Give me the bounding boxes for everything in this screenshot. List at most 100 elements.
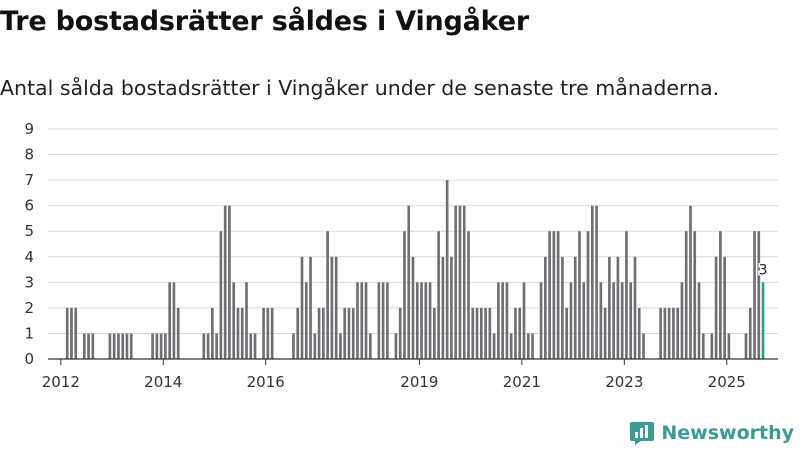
bar bbox=[723, 256, 726, 359]
bar bbox=[667, 307, 671, 359]
bar bbox=[215, 333, 218, 359]
bar bbox=[714, 256, 718, 359]
chart-subtitle: Antal sålda bostadsrätter i Vingåker und… bbox=[0, 76, 720, 100]
bar bbox=[398, 307, 402, 359]
x-tick-label: 2023 bbox=[605, 373, 643, 391]
bar bbox=[441, 256, 445, 359]
bar bbox=[608, 256, 611, 359]
bar bbox=[232, 282, 236, 359]
bar bbox=[322, 307, 325, 359]
bar bbox=[121, 333, 125, 359]
bar bbox=[578, 231, 581, 359]
bar bbox=[548, 231, 551, 359]
y-tick-label: 0 bbox=[24, 350, 34, 368]
bar bbox=[125, 333, 129, 359]
bar bbox=[309, 256, 312, 359]
bar bbox=[663, 307, 667, 359]
bar bbox=[415, 282, 419, 359]
bar bbox=[556, 231, 560, 359]
bar bbox=[753, 231, 756, 359]
bar bbox=[219, 231, 223, 359]
bar bbox=[475, 307, 479, 359]
bar bbox=[445, 180, 449, 359]
bar bbox=[462, 205, 466, 359]
y-tick-label: 3 bbox=[24, 273, 34, 291]
bar bbox=[407, 205, 411, 359]
bar bbox=[360, 282, 364, 359]
bar bbox=[351, 307, 355, 359]
highlight-data-label: 3 bbox=[759, 262, 768, 278]
bar bbox=[368, 333, 372, 359]
bar bbox=[582, 282, 586, 359]
bar bbox=[689, 205, 692, 359]
x-tick-label: 2021 bbox=[503, 373, 541, 391]
bar bbox=[356, 282, 359, 359]
bar bbox=[330, 256, 334, 359]
bar bbox=[672, 307, 675, 359]
bar bbox=[249, 333, 253, 359]
bar bbox=[748, 307, 752, 359]
bar bbox=[450, 256, 453, 359]
y-tick-label: 8 bbox=[24, 146, 34, 164]
bar bbox=[484, 307, 487, 359]
bar bbox=[266, 307, 270, 359]
bar bbox=[262, 307, 265, 359]
x-tick-label: 2016 bbox=[247, 373, 285, 391]
bar bbox=[386, 282, 389, 359]
data-labels: 3 bbox=[757, 261, 769, 280]
bar bbox=[108, 333, 112, 359]
bar bbox=[505, 282, 509, 359]
bar bbox=[112, 333, 116, 359]
y-tick-label: 6 bbox=[24, 197, 34, 215]
bar bbox=[697, 282, 701, 359]
bar bbox=[403, 231, 406, 359]
bar bbox=[326, 231, 329, 359]
bar bbox=[117, 333, 120, 359]
bar bbox=[304, 282, 308, 359]
bar bbox=[428, 282, 432, 359]
bar bbox=[492, 333, 496, 359]
bar bbox=[458, 205, 462, 359]
bar bbox=[603, 307, 607, 359]
bar bbox=[236, 307, 240, 359]
bar bbox=[411, 256, 415, 359]
bar bbox=[565, 307, 569, 359]
bar bbox=[471, 307, 475, 359]
bar bbox=[590, 205, 594, 359]
bar bbox=[531, 333, 534, 359]
bar bbox=[637, 307, 641, 359]
bar bbox=[65, 307, 69, 359]
bar bbox=[339, 333, 342, 359]
bar bbox=[155, 333, 159, 359]
y-tick-label: 9 bbox=[24, 120, 34, 138]
bar bbox=[70, 307, 73, 359]
bar bbox=[433, 307, 436, 359]
bar bbox=[727, 333, 731, 359]
bar-highlight bbox=[761, 282, 765, 359]
bar bbox=[629, 282, 633, 359]
bar bbox=[612, 282, 615, 359]
bar bbox=[394, 333, 398, 359]
bar bbox=[228, 205, 231, 359]
bar bbox=[595, 205, 598, 359]
bar bbox=[377, 282, 381, 359]
bar bbox=[202, 333, 206, 359]
bar bbox=[172, 282, 176, 359]
bar bbox=[245, 282, 248, 359]
x-tick-label: 2025 bbox=[708, 373, 746, 391]
bar bbox=[159, 333, 163, 359]
y-tick-label: 1 bbox=[24, 324, 34, 342]
x-tick-label: 2012 bbox=[42, 373, 80, 391]
bar bbox=[317, 307, 321, 359]
bar bbox=[676, 307, 680, 359]
bar-series bbox=[65, 180, 765, 359]
bar bbox=[620, 282, 624, 359]
x-tick-label: 2014 bbox=[144, 373, 182, 391]
x-tick-label: 2019 bbox=[400, 373, 438, 391]
bar bbox=[586, 231, 590, 359]
bar bbox=[514, 307, 517, 359]
bar bbox=[292, 333, 295, 359]
bar bbox=[680, 282, 684, 359]
bar bbox=[522, 282, 526, 359]
